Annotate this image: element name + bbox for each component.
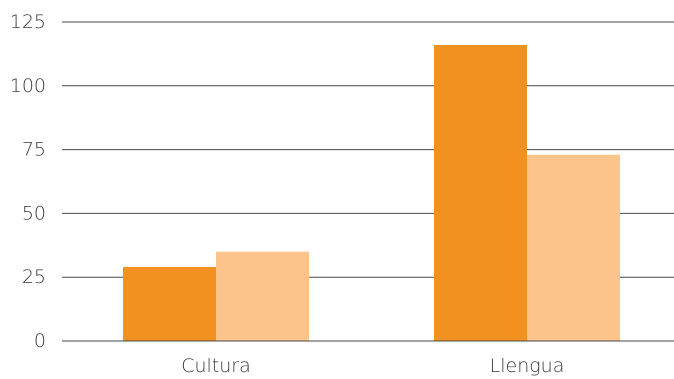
y-tick-label: 25 bbox=[22, 266, 46, 288]
y-tick-label: 0 bbox=[34, 330, 46, 352]
y-tick-label: 50 bbox=[22, 202, 46, 224]
x-category-label: Cultura bbox=[181, 355, 251, 377]
bars bbox=[62, 44, 674, 342]
y-tick-label: 100 bbox=[10, 75, 46, 97]
bar-llengua-series-1 bbox=[434, 44, 527, 342]
bar-cultura-series-2 bbox=[216, 251, 309, 341]
y-tick-label: 125 bbox=[10, 11, 46, 33]
bar-cultura-series-1 bbox=[123, 266, 216, 341]
bar-llengua-series-2 bbox=[527, 154, 620, 341]
y-axis-tick-labels: 0 25 50 75 100 125 bbox=[10, 11, 46, 352]
x-axis-category-labels: Cultura Llengua bbox=[181, 355, 564, 377]
x-category-label: Llengua bbox=[490, 355, 565, 377]
y-tick-label: 75 bbox=[22, 139, 46, 161]
